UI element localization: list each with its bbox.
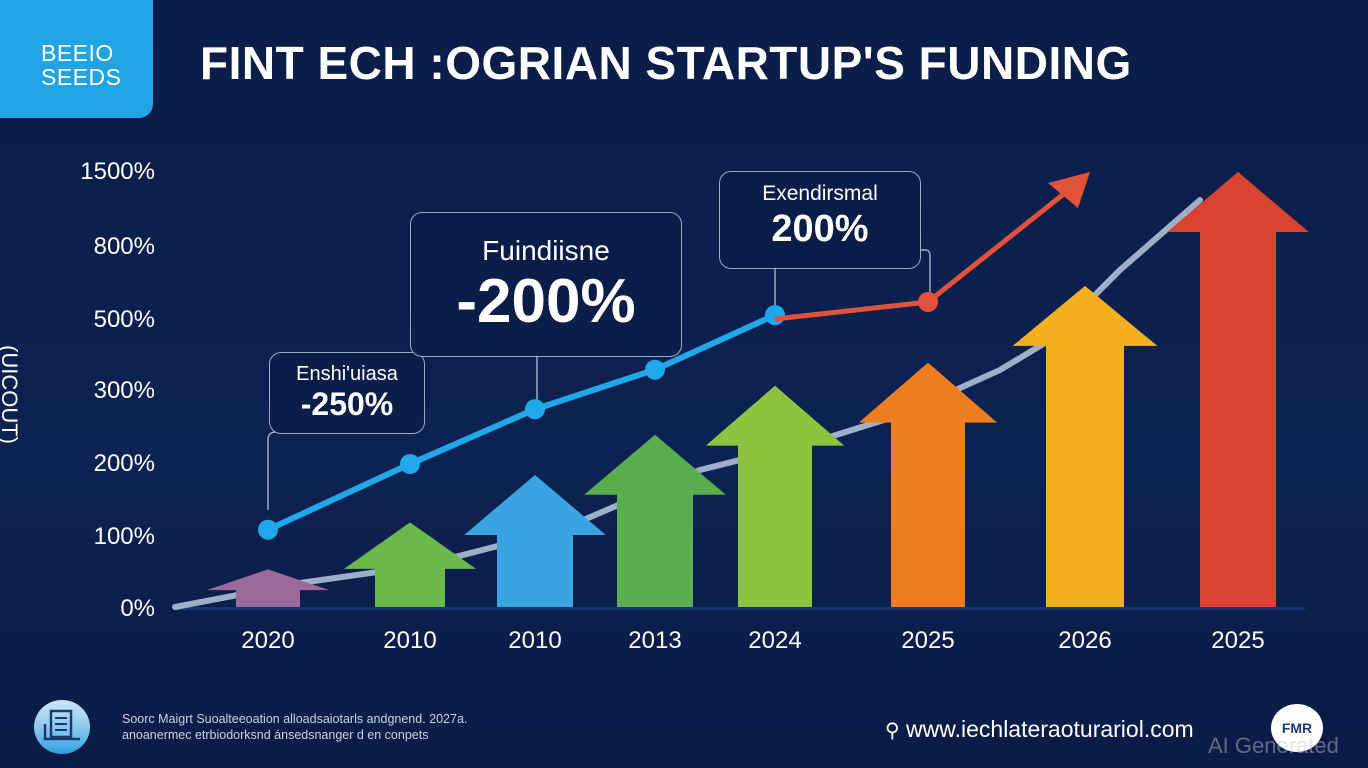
growth-arrow-bar — [705, 385, 845, 607]
document-icon — [34, 700, 90, 754]
y-tick-label: 300% — [93, 377, 155, 404]
annotation-value: -250% — [300, 386, 394, 422]
annotation-value: 200% — [771, 208, 869, 250]
blue-line-point — [645, 359, 665, 380]
annotation-label: Fuindiisne — [482, 235, 610, 266]
publisher-badge: FMR — [1271, 704, 1323, 752]
y-tick-label: 200% — [93, 450, 155, 477]
x-axis-baseline — [175, 607, 1305, 610]
y-tick-label: 1500% — [80, 158, 155, 185]
y-tick-label: 0% — [120, 595, 155, 622]
source-note: Soorc Maigrt Suoalteeoation alloadsaiota… — [122, 711, 467, 743]
blue-line-point — [400, 454, 420, 474]
website-link[interactable]: ⚲ www.iechlateraoturariol.com — [885, 716, 1194, 743]
growth-arrow-bar — [206, 569, 330, 607]
growth-arrow-bar — [858, 362, 998, 607]
x-tick-label: 2013 — [628, 627, 682, 654]
annotation-label: Exendirsmal — [762, 182, 878, 205]
web-icon: ⚲ — [885, 720, 900, 742]
blue-line-point — [765, 305, 785, 326]
annotation-callout: Enshi'uiasa -250% — [269, 352, 425, 434]
blue-line-point — [258, 519, 278, 540]
callout-connector — [267, 431, 277, 510]
growth-arrow-bar — [1012, 285, 1158, 607]
source-line-1: Soorc Maigrt Suoalteeoation alloadsaiota… — [122, 712, 468, 726]
logo-line-1: BEEIO — [41, 40, 114, 66]
y-tick-label: 500% — [93, 306, 155, 333]
red-line-point — [918, 292, 938, 312]
growth-arrow-bar — [344, 522, 476, 607]
ai-watermark: AI Generated — [1208, 733, 1339, 758]
x-tick-label: 2010 — [508, 627, 562, 654]
website-url: www.iechlateraoturariol.com — [906, 716, 1194, 742]
logo-line-2: SEEDS — [41, 64, 122, 90]
growth-arrow-bar — [1167, 172, 1309, 607]
annotation-callout: Fuindiisne -200% — [410, 212, 682, 357]
y-tick-label: 100% — [93, 523, 155, 550]
annotation-label: Enshi'uiasa — [296, 363, 398, 385]
x-tick-label: 2025 — [1211, 627, 1265, 654]
y-tick-label: 800% — [93, 233, 155, 260]
x-tick-label: 2024 — [748, 627, 802, 654]
growth-arrow-bar — [464, 474, 606, 607]
callout-connector — [919, 249, 931, 296]
annotation-callout: Exendirsmal 200% — [719, 171, 921, 269]
source-line-2: anoanermec etrbiodorksnd ánsedsnanger d … — [122, 728, 429, 742]
annotation-value: -200% — [456, 267, 636, 336]
x-tick-label: 2010 — [383, 627, 437, 654]
chart-title: FINT ECH :OGRIAN STARTUP'S FUNDING — [200, 37, 1132, 89]
red-line-arrowhead — [1048, 172, 1090, 208]
logo-text: BEEIO SEEDS — [41, 41, 121, 89]
x-tick-label: 2020 — [241, 627, 295, 654]
blue-line-point — [525, 399, 545, 420]
x-tick-label: 2026 — [1058, 627, 1112, 654]
brand-logo: BEEIO SEEDS — [0, 0, 153, 118]
growth-arrow-bar — [584, 434, 726, 607]
x-tick-label: 2025 — [901, 627, 955, 654]
